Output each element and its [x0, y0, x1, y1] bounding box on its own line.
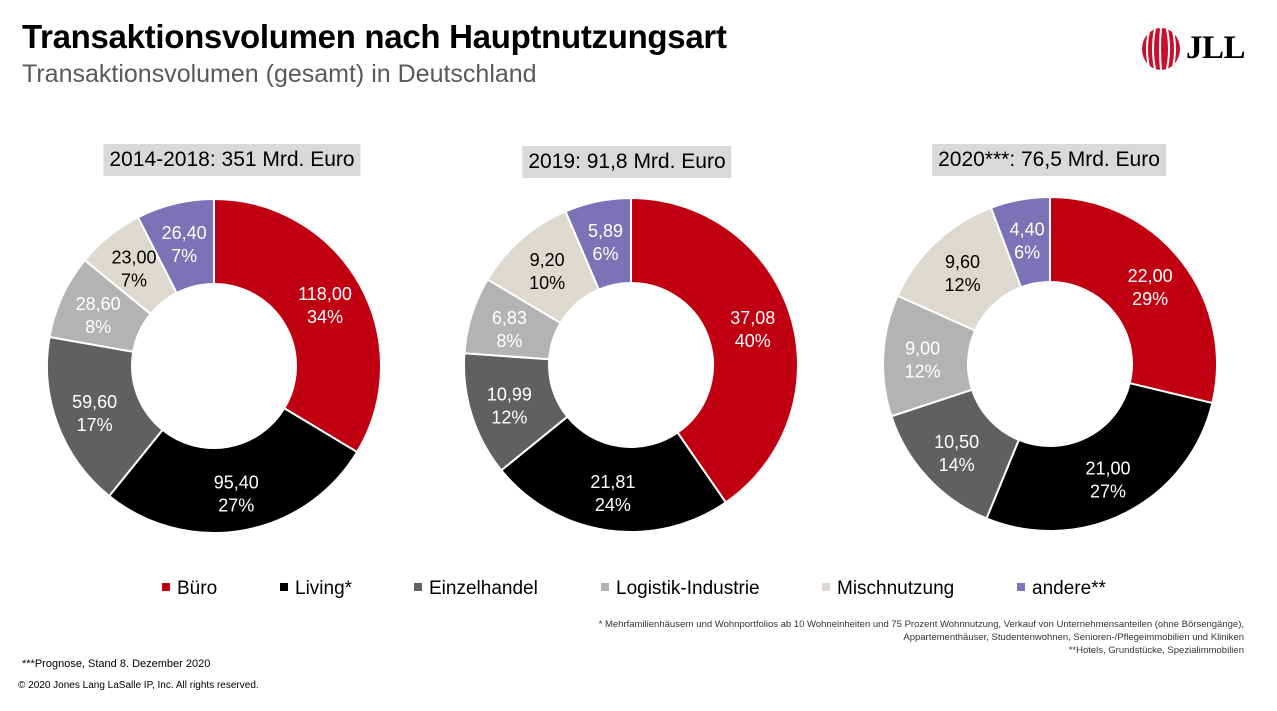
- slice-percent-label: 8%: [85, 317, 111, 337]
- slice-percent-label: 27%: [218, 496, 254, 516]
- legend-swatch: [822, 582, 830, 591]
- donut-chart-svg: 22,00 29% 21,00 27% 10,50 14% 9,00 12% 9,60 12% 4,…: [882, 195, 1218, 532]
- legend-swatch: [162, 582, 170, 591]
- slice-value-label: 26,40: [162, 223, 207, 243]
- slice-percent-label: 34%: [307, 307, 343, 327]
- slice-percent-label: 12%: [945, 275, 981, 295]
- donut-slice-living: [499, 415, 728, 533]
- footnote-andere: **Hotels, Grundstücke, Spezialimmobilien: [1068, 645, 1244, 656]
- slice-value-label: 21,81: [590, 472, 635, 492]
- slice-value-label: 10,50: [934, 432, 979, 452]
- legend: Büro Living* Einzelhandel Logistik-Indus…: [0, 576, 1277, 602]
- page-subtitle: Transaktionsvolumen (gesamt) in Deutschl…: [22, 60, 537, 88]
- copyright: © 2020 Jones Lang LaSalle IP, Inc. All r…: [18, 680, 259, 691]
- donut-slice-andere: [136, 197, 215, 295]
- legend-label: Living*: [295, 578, 353, 599]
- slice-percent-label: 8%: [496, 331, 522, 351]
- slice-value-label: 10,99: [487, 384, 532, 404]
- legend-swatch: [601, 582, 609, 591]
- legend-swatch: [280, 582, 288, 591]
- legend-label: Logistik-Industrie: [616, 578, 760, 599]
- slice-percent-label: 12%: [905, 361, 941, 381]
- legend-label: Mischnutzung: [837, 578, 955, 599]
- donut-slice-büro: [1049, 195, 1218, 405]
- jll-logo-mark: [1142, 27, 1180, 71]
- legend-swatch: [1017, 582, 1025, 591]
- slice-percent-label: 14%: [939, 455, 975, 475]
- slice-percent-label: 7%: [171, 246, 197, 266]
- slice-value-label: 22,00: [1128, 266, 1173, 286]
- slice-value-label: 118,00: [298, 284, 352, 304]
- slice-value-label: 37,08: [730, 308, 775, 328]
- legend-item-mischnutzung: Mischnutzung: [822, 576, 954, 602]
- footnote-living: * Mehrfamilienhäusern und Wohnportfolios…: [598, 619, 1244, 630]
- legend-item-living: Living*: [280, 576, 352, 602]
- slice-percent-label: 27%: [1090, 482, 1126, 502]
- donut-slice-living: [985, 381, 1214, 532]
- donut-chart-2020: 22,00 29% 21,00 27% 10,50 14% 9,00 12% 9,60 12% 4,…: [861, 144, 1241, 544]
- chart-title: 2019: 91,8 Mrd. Euro: [522, 146, 732, 178]
- legend-label: Büro: [177, 578, 218, 599]
- slice-value-label: 5,89: [588, 221, 623, 241]
- chart-title: 2014-2018: 351 Mrd. Euro: [103, 144, 361, 176]
- jll-logo: JLL: [1140, 26, 1250, 72]
- slice-value-label: 9,00: [905, 338, 940, 358]
- legend-item-andere: andere**: [1017, 576, 1106, 602]
- chart-title: 2020***: 76,5 Mrd. Euro: [932, 144, 1166, 176]
- legend-item-logistik: Logistik-Industrie: [601, 576, 760, 602]
- donut-chart-svg: 37,08 40% 21,81 24% 10,99 12% 6,83 8% 9,20 10% 5,8…: [463, 196, 799, 533]
- slice-value-label: 59,60: [72, 392, 117, 412]
- slice-percent-label: 40%: [735, 331, 771, 351]
- donut-chart-svg: 118,00 34% 95,40 27% 59,60 17% 28,60 8% 23,00 7% 2…: [46, 197, 382, 534]
- donut-slice-büro: [213, 197, 382, 454]
- legend-item-einzelhandel: Einzelhandel: [414, 576, 538, 602]
- donut-slice-living: [107, 406, 359, 534]
- slice-value-label: 21,00: [1085, 459, 1130, 479]
- slice-percent-label: 17%: [77, 415, 113, 435]
- slice-value-label: 23,00: [111, 248, 156, 268]
- slice-percent-label: 6%: [1014, 243, 1040, 263]
- slice-percent-label: 10%: [529, 273, 565, 293]
- slice-value-label: 28,60: [76, 294, 121, 314]
- legend-swatch: [414, 582, 422, 591]
- slice-percent-label: 6%: [592, 244, 618, 264]
- footnote-definitions: * Mehrfamilienhäusern und Wohnportfolios…: [344, 618, 1244, 657]
- donut-slice-büro: [630, 196, 799, 504]
- slice-percent-label: 7%: [121, 271, 147, 291]
- slice-value-label: 9,20: [530, 250, 565, 270]
- footnote-prognose: ***Prognose, Stand 8. Dezember 2020: [22, 658, 211, 670]
- slice-value-label: 95,40: [214, 473, 259, 493]
- slice-percent-label: 24%: [595, 495, 631, 515]
- slice-value-label: 6,83: [492, 308, 527, 328]
- legend-item-buero: Büro: [162, 576, 217, 602]
- legend-label: andere**: [1032, 578, 1106, 599]
- slice-value-label: 9,60: [945, 252, 980, 272]
- page-title: Transaktionsvolumen nach Hauptnutzungsar…: [22, 18, 727, 55]
- logo-text: JLL: [1186, 30, 1246, 66]
- slice-percent-label: 12%: [491, 407, 527, 427]
- donut-slice-andere: [989, 195, 1051, 289]
- donut-chart-2019: 37,08 40% 21,81 24% 10,99 12% 6,83 8% 9,20 10% 5,8…: [441, 144, 821, 544]
- slice-value-label: 4,40: [1010, 220, 1045, 240]
- legend-label: Einzelhandel: [429, 578, 538, 599]
- donut-chart-2014-2018: 118,00 34% 95,40 27% 59,60 17% 28,60 8% 23,00 7% 2…: [25, 144, 405, 544]
- footnote-living-cont: Appartementhäuser, Studentenwohnen, Seni…: [903, 632, 1244, 643]
- donut-slice-einzelhandel: [46, 335, 164, 498]
- donut-slice-andere: [564, 196, 632, 291]
- slice-percent-label: 29%: [1132, 289, 1168, 309]
